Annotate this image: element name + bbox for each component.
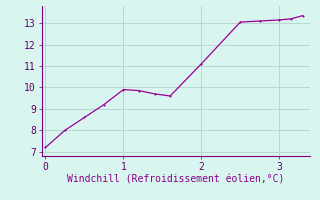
X-axis label: Windchill (Refroidissement éolien,°C): Windchill (Refroidissement éolien,°C) xyxy=(67,174,285,184)
